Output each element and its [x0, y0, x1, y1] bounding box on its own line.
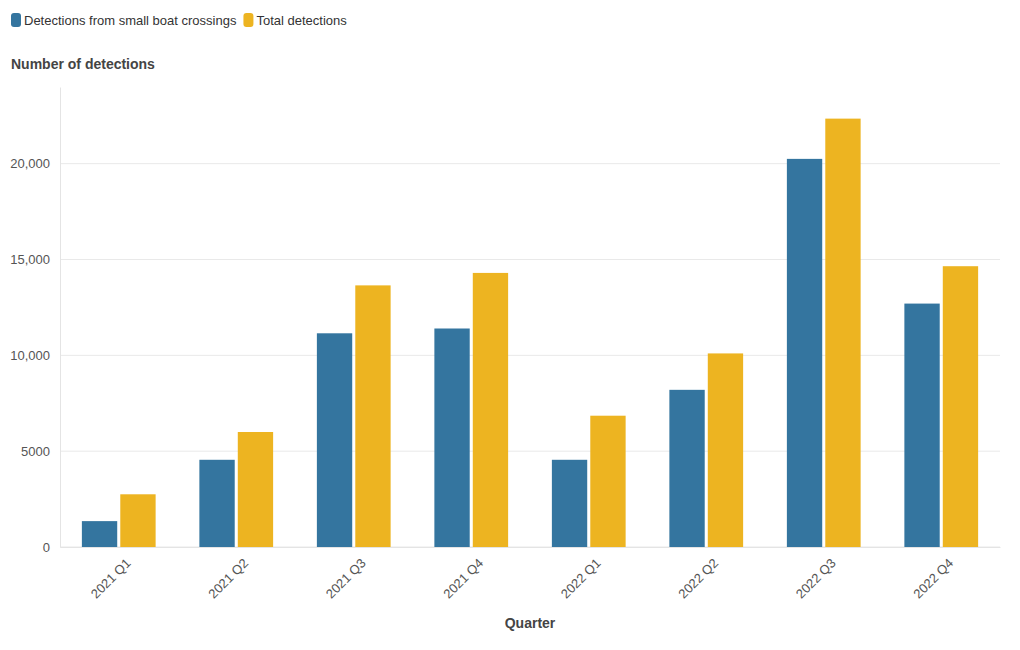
bar [669, 390, 704, 547]
y-tick: 0 [43, 540, 60, 555]
chart: 0500010,00015,00020,0002021 Q12021 Q2202… [0, 0, 1020, 650]
bar [904, 304, 939, 547]
legend-swatch [11, 13, 21, 27]
y-tick-label: 20,000 [10, 156, 50, 171]
y-tick: 10,000 [10, 348, 60, 363]
x-tick: 2022 Q4 [910, 547, 956, 601]
y-tick: 15,000 [10, 252, 60, 267]
bar [238, 432, 273, 547]
bar [355, 285, 390, 547]
x-tick-label: 2022 Q4 [910, 555, 956, 601]
bar [552, 460, 587, 547]
legend-item: Total detections [243, 13, 347, 28]
bar [787, 159, 822, 547]
bar [199, 460, 234, 547]
y-tick-label: 10,000 [10, 348, 50, 363]
y-tick: 20,000 [10, 156, 60, 171]
bar [434, 329, 469, 548]
legend-label: Detections from small boat crossings [24, 13, 237, 28]
y-tick: 5000 [21, 444, 60, 459]
y-axis: 0 5000 10,000 15,000 20,000 [10, 88, 60, 555]
x-tick: 2022 Q2 [675, 547, 721, 601]
x-axis-line [61, 547, 1001, 548]
x-tick: 2021 Q3 [323, 547, 369, 601]
x-tick-label: 2022 Q1 [558, 555, 604, 601]
bar [943, 266, 978, 547]
bar [708, 353, 743, 547]
x-axis-title: Quarter [505, 615, 556, 631]
legend-item: Detections from small boat crossings [11, 13, 237, 28]
bar-series [120, 119, 978, 547]
x-tick-label: 2021 Q3 [323, 555, 369, 601]
x-tick: 2021 Q4 [440, 547, 486, 601]
x-tick-label: 2021 Q2 [205, 555, 251, 601]
legend-swatch [243, 13, 253, 27]
y-tick-label: 15,000 [10, 252, 50, 267]
bar [120, 494, 155, 547]
bar [473, 273, 508, 547]
bar-series [82, 159, 940, 547]
x-tick-label: 2021 Q1 [88, 555, 134, 601]
legend: Detections from small boat crossings Tota… [11, 13, 347, 28]
x-tick: 2021 Q2 [205, 547, 251, 601]
bar [82, 521, 117, 547]
bar [317, 333, 352, 547]
y-axis-title: Number of detections [11, 56, 155, 72]
x-tick-label: 2022 Q3 [793, 555, 839, 601]
x-tick: 2022 Q3 [793, 547, 839, 601]
x-tick-label: 2021 Q4 [440, 555, 486, 601]
legend-label: Total detections [256, 13, 347, 28]
y-tick-label: 0 [43, 540, 50, 555]
bar [825, 119, 860, 547]
x-tick: 2022 Q1 [558, 547, 604, 601]
x-tick-label: 2022 Q2 [675, 555, 721, 601]
bar [590, 416, 625, 547]
x-axis: 2021 Q1 2021 Q2 2021 Q3 2021 Q4 2022 Q1 2022 … [61, 547, 1001, 601]
bars [82, 119, 978, 547]
y-tick-label: 5000 [21, 444, 50, 459]
y-axis-line [60, 88, 61, 548]
x-tick: 2021 Q1 [88, 547, 134, 601]
